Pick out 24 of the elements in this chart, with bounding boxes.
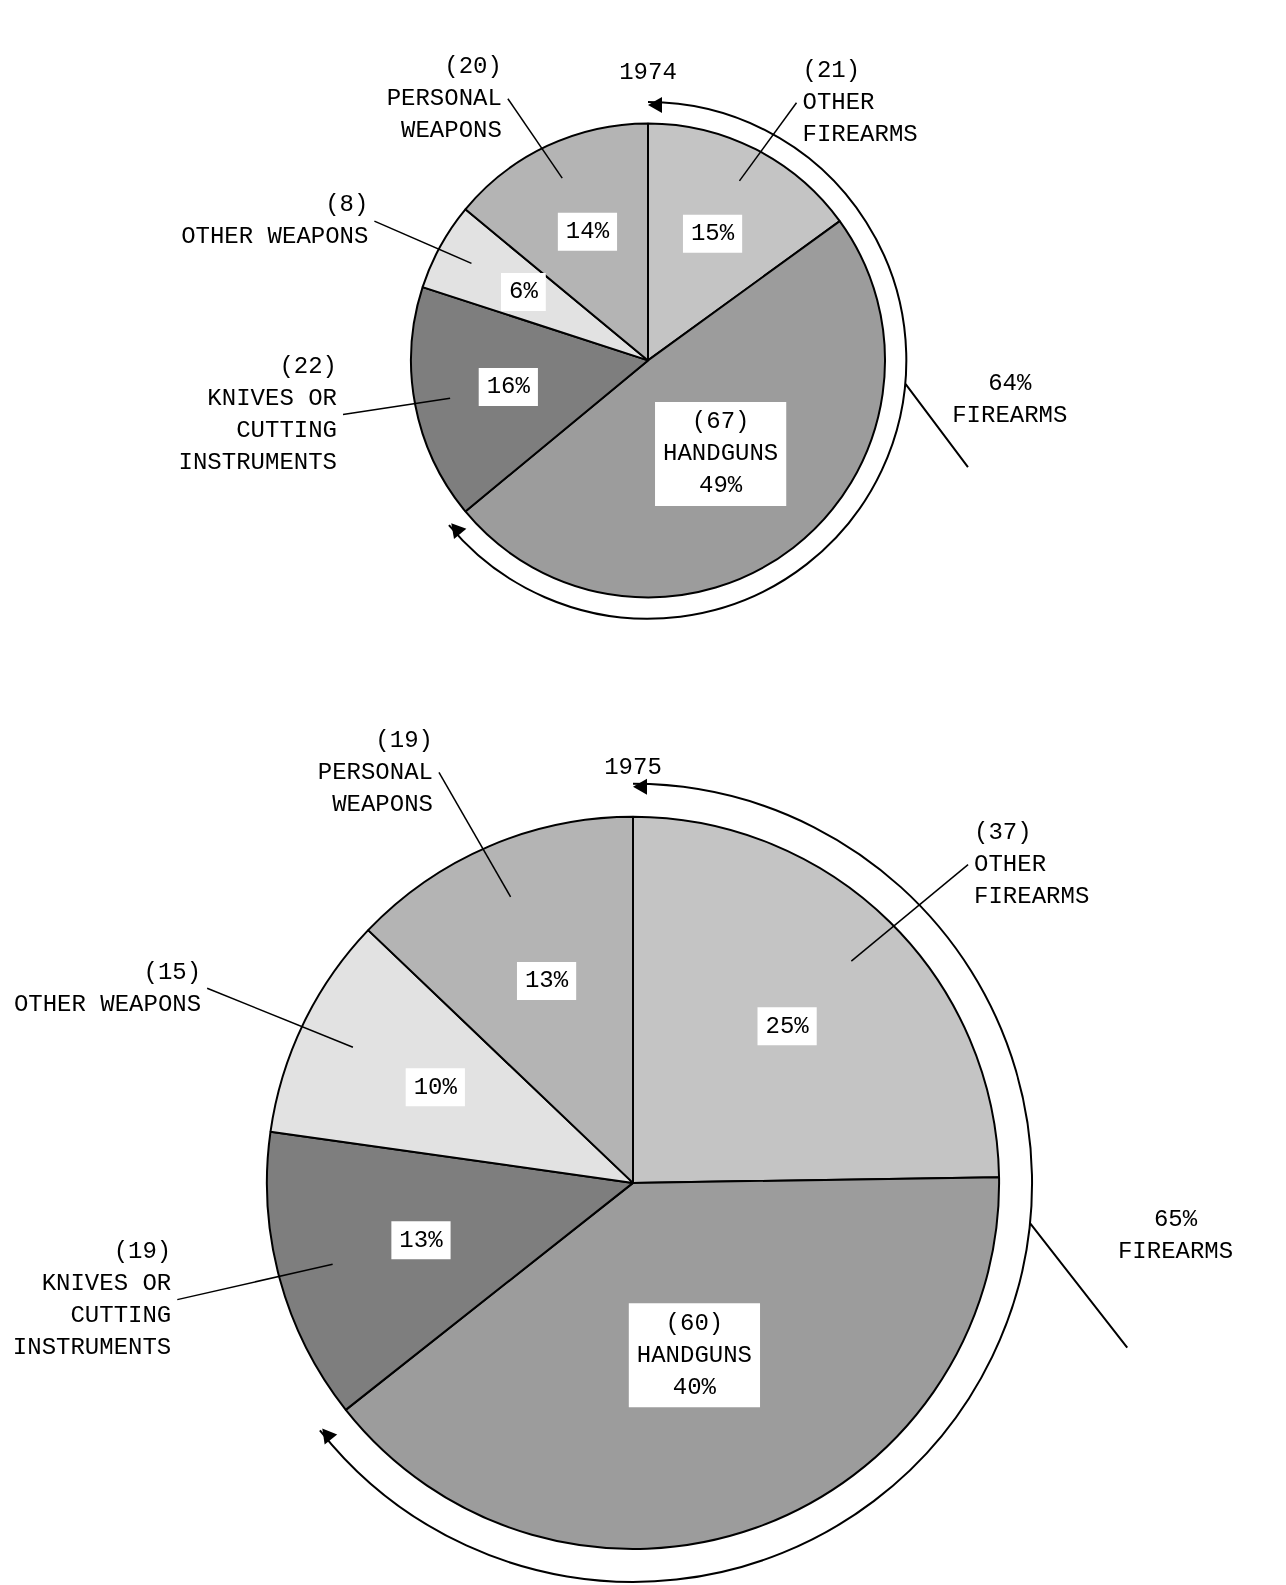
data-label: 10% [413, 1073, 458, 1101]
slice-label: (21) OTHER FIREARMS [802, 57, 918, 149]
data-label: 40% [672, 1373, 717, 1401]
slice-label: (19) KNIVES OR CUTTING INSTRUMENTS [12, 1237, 172, 1361]
slice-label: (67) HANDGUNS [663, 408, 779, 468]
slice-label: (15) OTHER WEAPONS [13, 958, 202, 1018]
data-label: 13% [399, 1226, 444, 1254]
data-label: 16% [486, 373, 531, 401]
chart-title: 1974 [619, 58, 677, 86]
slice-label: (8) OTHER WEAPONS [181, 191, 369, 251]
data-label: 13% [524, 967, 569, 995]
slice-label: (20) PERSONAL WEAPONS [386, 53, 502, 145]
slice-label: (22) KNIVES OR CUTTING INSTRUMENTS [178, 352, 337, 476]
slice-label: (60) HANDGUNS [636, 1309, 753, 1369]
text: 64% FIREARMS [952, 370, 1068, 430]
data-label: 14% [565, 218, 610, 246]
data-label: 25% [765, 1012, 810, 1040]
slice-label: (37) OTHER FIREARMS [974, 818, 1090, 910]
text: 1975 [604, 753, 662, 781]
data-label: 15% [690, 220, 735, 248]
text: 65% FIREARMS [1117, 1205, 1234, 1265]
data-label: 49% [699, 472, 743, 500]
data-label: 6% [508, 278, 539, 306]
slice-label: (19) PERSONAL WEAPONS [317, 726, 433, 818]
